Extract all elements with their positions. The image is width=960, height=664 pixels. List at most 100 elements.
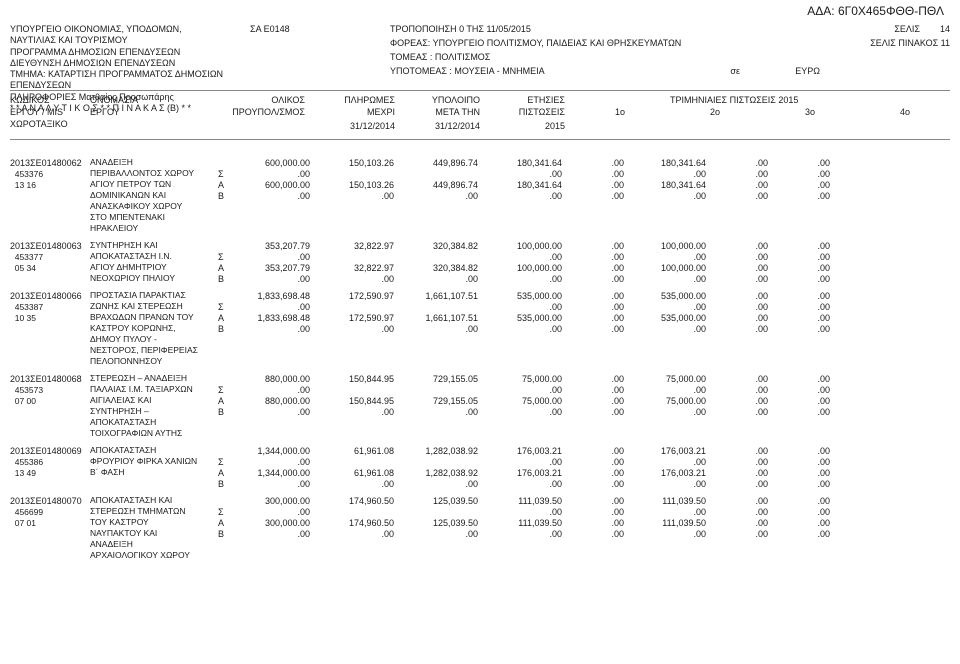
q3-cell: .00 <box>706 507 768 517</box>
paid-cell: 172,590.97 <box>310 313 394 323</box>
q2-cell: .00 <box>624 507 706 517</box>
annual-cell: .00 <box>478 324 562 334</box>
hdr-pliromes-1: ΠΛΗΡΩΜΕΣ <box>340 95 395 105</box>
project-block: 2013ΣΕ01480062ΑΝΑΔΕΙΞΗ600,000.00150,103.… <box>10 158 950 235</box>
q4-cell: .00 <box>768 529 830 539</box>
annual-cell: .00 <box>478 191 562 201</box>
q3-cell: .00 <box>706 396 768 406</box>
annual-cell: 180,341.64 <box>478 158 562 168</box>
budget-cell: 600,000.00 <box>232 180 310 190</box>
hdr-kodikos-1: ΚΩΔΙΚΟΣ <box>10 95 50 105</box>
hdr-ypoloipo-1: ΥΠΟΛΟΙΠΟ <box>425 95 480 105</box>
title-cell: ΠΑΛΑΙΑΣ Ι.Μ. ΤΑΞΙΑΡΧΩΝ <box>90 385 218 394</box>
q2-cell: 535,000.00 <box>624 291 706 301</box>
annual-cell: 111,039.50 <box>478 518 562 528</box>
hdr-ypoloipo-3: 31/12/2014 <box>425 121 480 131</box>
budget-cell: .00 <box>232 324 310 334</box>
title-cell: ΑΝΑΣΚΑΦΙΚΟΥ ΧΩΡΟΥ <box>90 202 218 211</box>
title-cell: ΤΟΥ ΚΑΣΤΡΟΥ <box>90 518 218 527</box>
title-cell: ΠΡΟΣΤΑΣΙΑ ΠΑΡΑΚΤΙΑΣ <box>90 291 218 300</box>
paid-cell: 150,103.26 <box>310 180 394 190</box>
letter-cell: Σ <box>218 385 232 395</box>
remain-cell: .00 <box>394 529 478 539</box>
q1-cell: .00 <box>562 407 624 417</box>
title-cell: ΑΓΙΟΥ ΠΕΤΡΟΥ ΤΩΝ <box>90 180 218 189</box>
q4-cell: .00 <box>768 263 830 273</box>
hdr-onomasia-1: ΟΝΟΜΑΣΙΑ <box>90 95 138 105</box>
title-cell: ΣΤΕΡΕΩΣΗ – ΑΝΑΔΕΙΞΗ <box>90 374 218 383</box>
remain-cell: 320,384.82 <box>394 241 478 251</box>
q1-cell: .00 <box>562 496 624 506</box>
title-cell: ΔΗΜΟΥ ΠΥΛΟΥ - <box>90 335 218 344</box>
budget-cell: 300,000.00 <box>232 496 310 506</box>
q4-cell: .00 <box>768 158 830 168</box>
annual-cell: 75,000.00 <box>478 396 562 406</box>
remain-cell: 125,039.50 <box>394 496 478 506</box>
q1-cell: .00 <box>562 396 624 406</box>
budget-cell: 600,000.00 <box>232 158 310 168</box>
data-row: 455386ΦΡΟΥΡΙΟΥ ΦΙΡΚΑ ΧΑΝΙΩΝΣ.00.00.00.00… <box>10 457 950 468</box>
budget-cell: 300,000.00 <box>232 518 310 528</box>
budget-cell: .00 <box>232 407 310 417</box>
title-cell: ΣΤΕΡΕΩΣΗ ΤΜΗΜΑΤΩΝ <box>90 507 218 516</box>
budget-cell: .00 <box>232 169 310 179</box>
budget-cell: 1,833,698.48 <box>232 291 310 301</box>
budget-cell: 1,344,000.00 <box>232 446 310 456</box>
q1-cell: .00 <box>562 191 624 201</box>
q4-cell: .00 <box>768 468 830 478</box>
q2-cell: 176,003.21 <box>624 468 706 478</box>
annual-cell: .00 <box>478 302 562 312</box>
code-cell: 456699 <box>10 507 90 517</box>
title-cell: ΔΟΜΙΝΙΚΑΝΩΝ ΚΑΙ <box>90 191 218 200</box>
title-cell: ΣΥΝΤΗΡΗΣΗ ΚΑΙ <box>90 241 218 250</box>
annual-cell: .00 <box>478 274 562 284</box>
q4-cell: .00 <box>768 180 830 190</box>
title-cell: ΝΑΥΠΑΚΤΟΥ ΚΑΙ <box>90 529 218 538</box>
q3-cell: .00 <box>706 518 768 528</box>
annual-cell: 75,000.00 <box>478 374 562 384</box>
title-cell: ΑΠΟΚΑΤΑΣΤΑΣΗ ΚΑΙ <box>90 496 218 505</box>
data-row: ΝΕΟΧΩΡΙΟΥ ΠΗΛΙΟΥΒ.00.00.00.00.00.00.00.0… <box>10 274 950 285</box>
budget-cell: .00 <box>232 191 310 201</box>
q2-cell: .00 <box>624 529 706 539</box>
code-cell: 07 01 <box>10 518 90 528</box>
q3-cell: .00 <box>706 385 768 395</box>
title-cell: ΤΟΙΧΟΓΡΑΦΙΩΝ ΑΥΤΗΣ <box>90 429 218 438</box>
selis-value: 14 <box>940 24 950 34</box>
currency-se: σε <box>730 66 740 76</box>
q3-cell: .00 <box>706 313 768 323</box>
budget-cell: .00 <box>232 302 310 312</box>
annual-cell: .00 <box>478 169 562 179</box>
q3-cell: .00 <box>706 158 768 168</box>
annual-cell: 535,000.00 <box>478 313 562 323</box>
q4-cell: .00 <box>768 374 830 384</box>
budget-cell: .00 <box>232 507 310 517</box>
budget-cell: .00 <box>232 457 310 467</box>
annual-cell: 180,341.64 <box>478 180 562 190</box>
code-cell: 07 00 <box>10 396 90 406</box>
title-cell: ΠΕΛΟΠΟΝΝΗΣΟΥ <box>90 357 218 366</box>
data-row: 07 00ΑΙΓΙΑΛΕΙΑΣ ΚΑΙΑ880,000.00150,844.95… <box>10 396 950 407</box>
q4-cell: .00 <box>768 191 830 201</box>
budget-cell: 880,000.00 <box>232 374 310 384</box>
data-row: 456699ΣΤΕΡΕΩΣΗ ΤΜΗΜΑΤΩΝΣ.00.00.00.00.00.… <box>10 507 950 518</box>
remain-cell: 1,661,107.51 <box>394 291 478 301</box>
paid-cell: .00 <box>310 274 394 284</box>
project-block: 2013ΣΕ01480069ΑΠΟΚΑΤΑΣΤΑΣΗ1,344,000.0061… <box>10 446 950 490</box>
paid-cell: 61,961.08 <box>310 446 394 456</box>
project-block: 2013ΣΕ01480070ΑΠΟΚΑΤΑΣΤΑΣΗ ΚΑΙ300,000.00… <box>10 496 950 562</box>
q1-cell: .00 <box>562 518 624 528</box>
title-cell: ΣΥΝΤΗΡΗΣΗ – <box>90 407 218 416</box>
data-row: ΗΡΑΚΛΕΙΟΥ <box>10 224 950 235</box>
annual-cell: 176,003.21 <box>478 468 562 478</box>
q1-cell: .00 <box>562 529 624 539</box>
paid-cell: 150,844.95 <box>310 374 394 384</box>
q1-cell: .00 <box>562 241 624 251</box>
letter-cell: Β <box>218 529 232 539</box>
q3-cell: .00 <box>706 263 768 273</box>
data-row: 453573ΠΑΛΑΙΑΣ Ι.Μ. ΤΑΞΙΑΡΧΩΝΣ.00.00.00.0… <box>10 385 950 396</box>
letter-cell: Α <box>218 180 232 190</box>
q1-cell: .00 <box>562 180 624 190</box>
paid-cell: 32,822.97 <box>310 263 394 273</box>
project-block: 2013ΣΕ01480066ΠΡΟΣΤΑΣΙΑ ΠΑΡΑΚΤΙΑΣ1,833,6… <box>10 291 950 368</box>
